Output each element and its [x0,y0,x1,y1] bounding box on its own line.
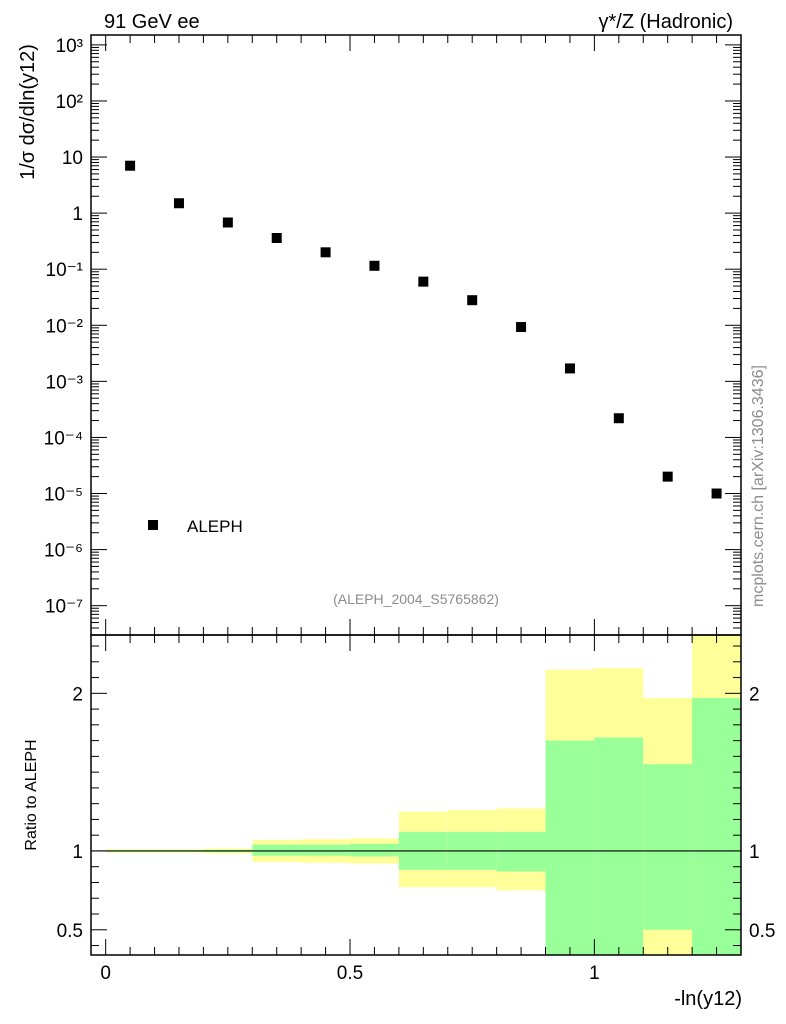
data-point [418,276,429,287]
data-point [320,247,331,258]
ratio-xtick-label: 1 [589,963,600,984]
band-inner-bin-8 [496,832,546,872]
main-y-tick-labels: 10⁻⁷ 10⁻⁶ 10⁻⁵ 10⁻⁴ 10⁻³ 10⁻² 10⁻¹ 1 10 10² 10³ [44,36,83,618]
ratio-band [105,635,741,955]
data-point [369,260,380,271]
band-inner-bin-11 [643,764,693,930]
main-ytick-label: 1 [72,204,83,225]
analysis-tag: (ALEPH_2004_S5765862) [333,591,499,607]
ratio-y-tick-labels: 0.5 0.5 1 1 2 2 [57,684,776,941]
ratio-xtick-label: 0.5 [337,963,363,984]
data-point [516,322,527,333]
ratio-y-axis-label: Ratio to ALEPH [23,739,40,850]
ratio-x-tick-labels: 0 0.5 1 [100,963,599,984]
main-ytick-label: 10⁻⁵ [44,485,83,506]
header-right: γ*/Z (Hadronic) [599,11,733,33]
band-inner-bin-4 [301,844,351,856]
ratio-ytick-label-left: 2 [72,684,83,705]
band-inner-bin-10 [594,737,644,955]
main-ytick-label: 10³ [56,36,83,57]
ratio-ytick-label-right: 0.5 [749,921,775,942]
ratio-ytick-label-right: 2 [749,684,760,705]
band-inner-bin-5 [350,843,399,857]
main-ytick-label: 10 [62,148,83,169]
ratio-xtick-label: 0 [100,963,111,984]
data-point [467,295,478,306]
data-markers [125,160,722,499]
main-ytick-label: 10⁻³ [46,372,84,393]
ratio-ytick-label-left: 1 [72,842,83,863]
legend-label: ALEPH [187,517,243,536]
side-watermark: mcplots.cern.ch [arXiv:1306.3436] [750,365,767,607]
main-ytick-label: 10² [56,92,83,113]
data-point [271,232,282,243]
header-left: 91 GeV ee [104,11,200,33]
main-y-axis-label: 1/σ dσ/dln(y12) [17,44,39,180]
main-axis-ticks [91,35,742,636]
data-point [564,363,575,374]
ratio-ytick-label-left: 0.5 [57,921,83,942]
main-ytick-label: 10⁻⁶ [44,541,83,562]
ratio-ytick-label-right: 1 [749,842,760,863]
main-ytick-label: 10⁻¹ [46,260,84,281]
ratio-frame [90,634,742,956]
data-point [662,471,673,482]
legend-marker [148,520,158,530]
x-axis-label: -ln(y12) [674,988,742,1010]
band-inner-bin-9 [545,740,595,955]
band-inner-bin-3 [252,844,302,856]
data-point [173,198,184,209]
data-point [711,488,722,499]
data-point [125,160,136,171]
main-frame [90,34,742,636]
band-inner-bin-12 [692,698,741,955]
data-point [613,413,624,424]
main-ytick-label: 10⁻² [46,316,84,337]
main-ytick-label: 10⁻⁷ [45,597,83,618]
data-point [222,217,233,228]
main-ytick-label: 10⁻⁴ [44,428,83,449]
